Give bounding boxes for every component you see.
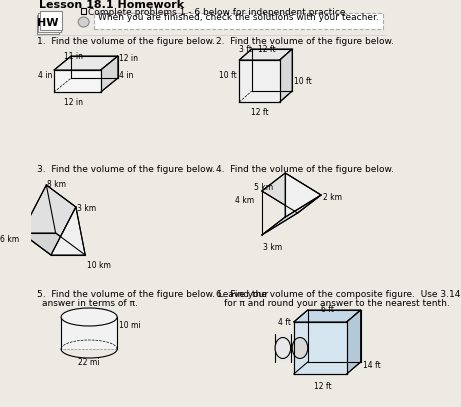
Polygon shape	[239, 49, 292, 60]
Polygon shape	[262, 173, 321, 213]
Text: Complete problems 1 - 6 below for independent practice.: Complete problems 1 - 6 below for indepe…	[89, 8, 349, 17]
FancyBboxPatch shape	[94, 13, 383, 29]
Text: 3.  Find the volume of the figure below.: 3. Find the volume of the figure below.	[37, 165, 215, 174]
Text: 5.  Find the volume of the figure below. Leave your: 5. Find the volume of the figure below. …	[37, 290, 268, 299]
Ellipse shape	[61, 308, 117, 326]
Text: 12 in: 12 in	[118, 54, 138, 63]
Ellipse shape	[78, 17, 89, 27]
Text: 11 in: 11 in	[64, 52, 83, 61]
Text: When you are finished, check the solutions with your teacher.: When you are finished, check the solutio…	[98, 13, 379, 22]
Text: 10 km: 10 km	[87, 261, 111, 270]
Polygon shape	[54, 70, 101, 92]
Text: 6 ft: 6 ft	[321, 305, 334, 314]
Polygon shape	[101, 56, 118, 92]
Polygon shape	[280, 49, 292, 102]
Text: 3 km: 3 km	[77, 204, 96, 213]
Text: 2.  Find the volume of the figure below.: 2. Find the volume of the figure below.	[216, 37, 394, 46]
Polygon shape	[294, 322, 347, 374]
Polygon shape	[21, 185, 76, 255]
Text: 4 in: 4 in	[38, 72, 53, 81]
Text: 4.  Find the volume of the figure below.: 4. Find the volume of the figure below.	[216, 165, 394, 174]
Text: 4 in: 4 in	[119, 72, 134, 81]
Polygon shape	[285, 173, 321, 217]
Text: 8 km: 8 km	[47, 180, 66, 189]
Text: 6.  Find the volume of the composite figure.  Use 3.14: 6. Find the volume of the composite figu…	[216, 290, 461, 299]
Text: 4 ft: 4 ft	[278, 346, 291, 355]
Text: 12 ft: 12 ft	[251, 108, 268, 117]
Text: 4 km: 4 km	[235, 196, 254, 205]
Text: 6 km: 6 km	[0, 235, 19, 244]
Text: 2 km: 2 km	[323, 193, 342, 202]
FancyBboxPatch shape	[36, 15, 59, 33]
Polygon shape	[54, 56, 118, 70]
Polygon shape	[21, 233, 85, 255]
Text: 5 km: 5 km	[254, 183, 273, 192]
Text: 4 ft: 4 ft	[278, 318, 291, 327]
Bar	[275, 334, 290, 362]
FancyBboxPatch shape	[38, 13, 61, 31]
Polygon shape	[262, 195, 321, 235]
Text: for π and round your answer to the nearest tenth.: for π and round your answer to the neare…	[224, 299, 449, 308]
Text: 10 mi: 10 mi	[119, 320, 141, 330]
Text: HW: HW	[37, 18, 59, 28]
Text: 12 in: 12 in	[64, 98, 83, 107]
Text: Lesson 18.1 Homework: Lesson 18.1 Homework	[39, 0, 183, 10]
Text: 14 ft: 14 ft	[363, 361, 381, 370]
Text: 3 ft: 3 ft	[239, 45, 252, 54]
Text: 1.  Find the volume of the figure below.: 1. Find the volume of the figure below.	[37, 37, 215, 46]
FancyBboxPatch shape	[40, 11, 62, 29]
Text: answer in terms of π.: answer in terms of π.	[41, 299, 137, 308]
Text: 3 km: 3 km	[263, 243, 282, 252]
Ellipse shape	[275, 337, 290, 359]
Polygon shape	[51, 207, 85, 255]
Polygon shape	[294, 310, 361, 322]
Text: 12 ft: 12 ft	[314, 382, 332, 391]
Text: 10 ft: 10 ft	[294, 77, 312, 85]
Polygon shape	[239, 60, 280, 102]
Bar	[81, 8, 86, 14]
Text: 10 ft: 10 ft	[219, 72, 237, 81]
Bar	[61, 317, 117, 349]
Text: 12 ft: 12 ft	[259, 45, 276, 54]
Polygon shape	[347, 310, 361, 374]
Ellipse shape	[292, 337, 308, 359]
Text: 22 mi: 22 mi	[78, 358, 100, 367]
